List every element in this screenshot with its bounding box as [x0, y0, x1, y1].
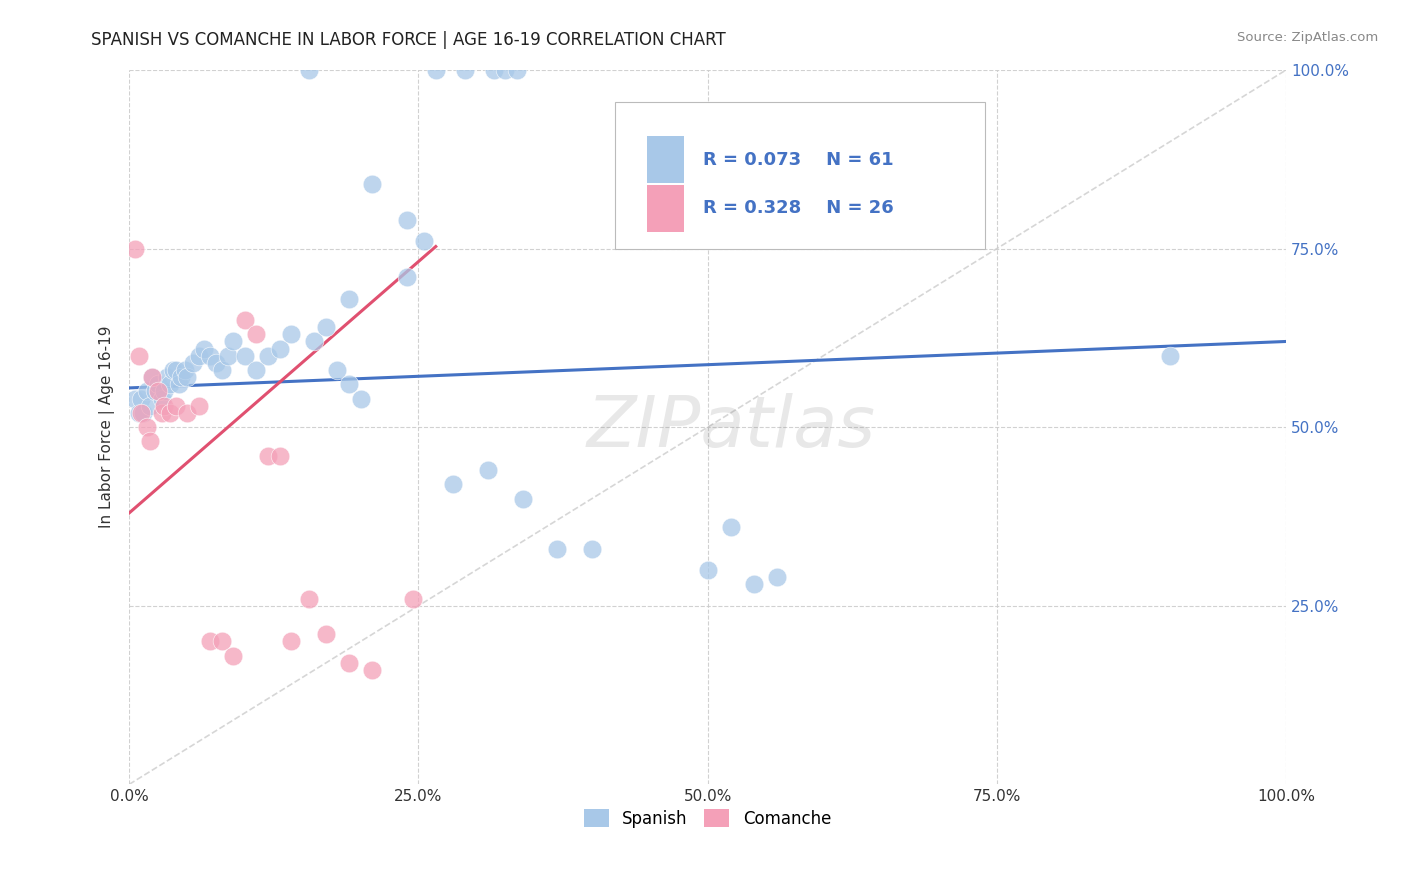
Point — [187, 399, 209, 413]
Point — [165, 399, 187, 413]
Point — [139, 434, 162, 449]
Point — [361, 663, 384, 677]
Point — [124, 242, 146, 256]
Point — [170, 370, 193, 384]
Point — [141, 370, 163, 384]
Point — [124, 392, 146, 406]
Point — [150, 392, 173, 406]
Point — [222, 648, 245, 663]
Point — [257, 349, 280, 363]
Point — [245, 363, 267, 377]
Point — [581, 541, 603, 556]
Point — [425, 63, 447, 78]
Text: R = 0.328    N = 26: R = 0.328 N = 26 — [703, 200, 894, 218]
Point — [546, 541, 568, 556]
Text: ZIPatlas: ZIPatlas — [586, 392, 876, 462]
Point — [233, 349, 256, 363]
Point — [200, 634, 222, 648]
Point — [143, 384, 166, 399]
Point — [217, 349, 239, 363]
Point — [128, 406, 150, 420]
Point — [454, 63, 477, 78]
Point — [361, 178, 384, 192]
Point — [128, 349, 150, 363]
Point — [494, 63, 516, 78]
Point — [315, 320, 337, 334]
Point — [280, 327, 302, 342]
Point — [165, 363, 187, 377]
Bar — [647, 136, 685, 183]
Point — [477, 463, 499, 477]
Point — [280, 634, 302, 648]
Point — [337, 377, 360, 392]
Legend: Spanish, Comanche: Spanish, Comanche — [578, 803, 838, 834]
Point — [297, 591, 319, 606]
Point — [401, 591, 423, 606]
Point — [742, 577, 765, 591]
Point — [200, 349, 222, 363]
Point — [173, 363, 195, 377]
Point — [512, 491, 534, 506]
Point — [205, 356, 228, 370]
Bar — [647, 186, 685, 232]
Text: SPANISH VS COMANCHE IN LABOR FORCE | AGE 16-19 CORRELATION CHART: SPANISH VS COMANCHE IN LABOR FORCE | AGE… — [91, 31, 725, 49]
Point — [153, 399, 176, 413]
Point — [141, 370, 163, 384]
Point — [233, 313, 256, 327]
Point — [187, 349, 209, 363]
Point — [129, 406, 152, 420]
Point — [482, 63, 505, 78]
Point — [222, 334, 245, 349]
Point — [269, 342, 291, 356]
Point — [349, 392, 371, 406]
Point — [337, 292, 360, 306]
Point — [257, 449, 280, 463]
Point — [153, 384, 176, 399]
Point — [506, 63, 529, 78]
Point — [150, 406, 173, 420]
Point — [211, 634, 233, 648]
Point — [159, 377, 181, 392]
Point — [193, 342, 215, 356]
Point — [1159, 349, 1181, 363]
Point — [156, 370, 179, 384]
Point — [441, 477, 464, 491]
FancyBboxPatch shape — [614, 103, 986, 249]
Point — [315, 627, 337, 641]
Point — [167, 377, 190, 392]
Point — [211, 363, 233, 377]
Point — [766, 570, 789, 584]
Point — [269, 449, 291, 463]
Point — [395, 270, 418, 285]
Point — [413, 235, 436, 249]
Point — [297, 63, 319, 78]
Point — [146, 377, 169, 392]
Point — [720, 520, 742, 534]
Point — [176, 406, 198, 420]
Point — [139, 399, 162, 413]
Point — [326, 363, 349, 377]
Point — [245, 327, 267, 342]
Point — [132, 406, 155, 420]
Text: Source: ZipAtlas.com: Source: ZipAtlas.com — [1237, 31, 1378, 45]
Point — [696, 563, 718, 577]
Point — [337, 656, 360, 670]
Point — [135, 384, 157, 399]
Point — [159, 406, 181, 420]
Y-axis label: In Labor Force | Age 16-19: In Labor Force | Age 16-19 — [100, 326, 115, 528]
Point — [129, 392, 152, 406]
Point — [162, 363, 184, 377]
Point — [176, 370, 198, 384]
Text: R = 0.073    N = 61: R = 0.073 N = 61 — [703, 151, 894, 169]
Point — [135, 420, 157, 434]
Point — [304, 334, 326, 349]
Point — [146, 384, 169, 399]
Point — [181, 356, 204, 370]
Point — [395, 213, 418, 227]
